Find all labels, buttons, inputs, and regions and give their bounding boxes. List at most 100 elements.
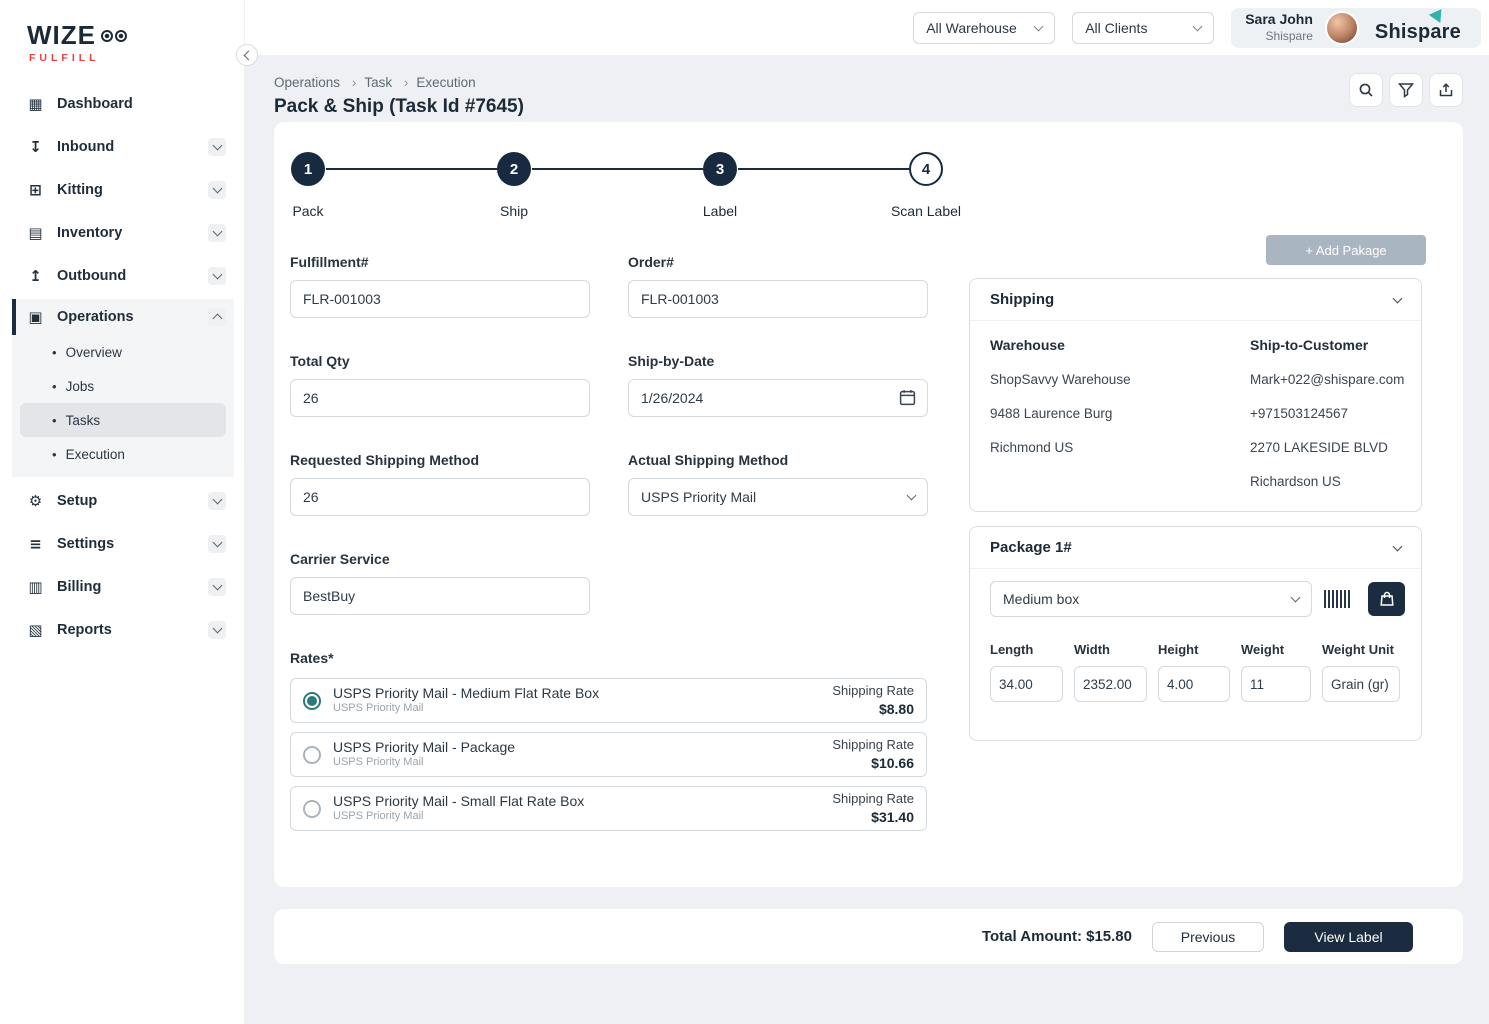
step-connector: [738, 168, 909, 170]
actual-shipping-method-select[interactable]: USPS Priority Mail: [628, 478, 928, 516]
barcode-icon[interactable]: [1324, 590, 1350, 608]
fulfillment-input[interactable]: [290, 280, 590, 318]
chevron-down-icon[interactable]: [208, 266, 226, 285]
package-panel: Package 1# Medium box Length: [969, 526, 1422, 741]
sidebar-collapse-button[interactable]: [236, 44, 258, 66]
chevron-up-icon[interactable]: [208, 308, 226, 326]
rates-list: USPS Priority Mail - Medium Flat Rate Bo…: [290, 678, 927, 831]
breadcrumb-task[interactable]: Task: [344, 75, 392, 90]
sidebar-item-tasks[interactable]: Tasks: [20, 403, 226, 437]
warehouse-filter-value: All Warehouse: [926, 19, 1017, 36]
chevron-down-icon[interactable]: [208, 491, 226, 510]
sidebar-item-execution[interactable]: Execution: [20, 437, 226, 471]
sidebar-subitem-label: Overview: [65, 344, 122, 360]
step-4-scan-label[interactable]: 4: [909, 152, 943, 186]
radio-selected-icon[interactable]: [303, 691, 321, 710]
weight-unit-input[interactable]: [1322, 666, 1400, 702]
sidebar-item-billing[interactable]: ▥ Billing: [12, 565, 234, 608]
breadcrumb-operations[interactable]: Operations: [274, 75, 341, 90]
operations-icon: ▣: [28, 308, 43, 326]
sidebar-item-overview[interactable]: Overview: [20, 335, 226, 369]
sidebar-item-setup[interactable]: ⚙ Setup: [12, 479, 234, 522]
width-input[interactable]: [1074, 666, 1147, 702]
step-3-label[interactable]: 3: [703, 152, 737, 186]
sidebar-item-settings[interactable]: ≡ Settings: [12, 522, 234, 565]
breadcrumb: Operations Task Execution: [274, 75, 1463, 90]
add-package-button[interactable]: + Add Pakage: [1266, 235, 1426, 265]
sidebar-item-label: Billing: [57, 578, 102, 595]
chevron-down-icon[interactable]: [208, 180, 226, 199]
sidebar-item-inventory[interactable]: ▤ Inventory: [12, 211, 234, 254]
rate-carrier: USPS Priority Mail: [333, 702, 424, 715]
clients-filter-dropdown[interactable]: All Clients: [1072, 11, 1215, 44]
height-input[interactable]: [1158, 666, 1230, 702]
chevron-down-icon: [1192, 21, 1203, 31]
total-qty-input[interactable]: [290, 379, 590, 417]
breadcrumb-execution: Execution: [396, 75, 476, 90]
export-button[interactable]: [1429, 73, 1463, 107]
sidebar-item-dashboard[interactable]: ▦ Dashboard: [12, 82, 234, 125]
rate-option-small-flat-rate-box[interactable]: USPS Priority Mail - Small Flat Rate Box…: [290, 786, 927, 831]
weight-unit-label: Weight Unit: [1322, 642, 1394, 657]
chevron-down-icon[interactable]: [208, 534, 226, 553]
step-2-ship[interactable]: 2: [497, 152, 531, 186]
shipping-panel-title: Shipping: [990, 291, 1055, 308]
radio-unselected-icon[interactable]: [303, 745, 321, 764]
rate-option-medium-flat-rate-box[interactable]: USPS Priority Mail - Medium Flat Rate Bo…: [290, 678, 927, 723]
weight-field-group: Weight: [1241, 642, 1311, 702]
step-1-pack[interactable]: 1: [291, 152, 325, 186]
chevron-down-icon[interactable]: [208, 137, 226, 156]
sidebar-item-outbound[interactable]: ↥ Outbound: [12, 254, 234, 297]
filter-button[interactable]: [1389, 73, 1423, 107]
sidebar-item-inbound[interactable]: ↧ Inbound: [12, 125, 234, 168]
chevron-down-icon[interactable]: [208, 223, 226, 242]
ship-by-date-label: Ship-by-Date: [628, 353, 715, 369]
step-connector: [532, 168, 703, 170]
sidebar-item-operations[interactable]: ▣ Operations: [12, 299, 234, 335]
length-field-group: Length: [990, 642, 1063, 702]
height-label: Height: [1158, 642, 1199, 657]
rate-option-package[interactable]: USPS Priority Mail - Package USPS Priori…: [290, 732, 927, 777]
avatar[interactable]: [1324, 10, 1359, 45]
package-panel-header[interactable]: Package 1#: [970, 527, 1421, 569]
rates-label: Rates*: [290, 650, 334, 666]
previous-button[interactable]: Previous: [1152, 921, 1264, 952]
warehouse-filter-dropdown[interactable]: All Warehouse: [913, 11, 1056, 44]
sidebar-item-jobs[interactable]: Jobs: [20, 369, 226, 403]
warehouse-header: Warehouse: [990, 337, 1065, 353]
chevron-down-icon[interactable]: [208, 620, 226, 639]
total-qty-field-group: Total Qty: [290, 353, 590, 417]
width-field-group: Width: [1074, 642, 1147, 702]
panel-collapse-chevron[interactable]: [1392, 541, 1403, 551]
setup-icon: ⚙: [28, 491, 43, 510]
sidebar-item-reports[interactable]: ▧ Reports: [12, 608, 234, 651]
outbound-icon: ↥: [29, 266, 42, 285]
fulfillment-label: Fulfillment#: [290, 254, 369, 270]
radio-unselected-icon[interactable]: [303, 799, 321, 818]
brand-name: WIZE: [27, 20, 96, 50]
step-connector: [326, 168, 497, 170]
page-actions: [1349, 73, 1463, 107]
length-input[interactable]: [990, 666, 1063, 702]
carrier-service-input[interactable]: [290, 577, 590, 615]
chevron-down-icon[interactable]: [208, 577, 226, 596]
weight-input[interactable]: [1241, 666, 1311, 702]
user-chip[interactable]: Sara John Shispare Shispare: [1231, 5, 1481, 48]
view-label-button[interactable]: View Label: [1284, 921, 1413, 952]
rate-caption: Shipping Rate: [832, 790, 914, 806]
user-info: Sara John Shispare: [1245, 11, 1313, 44]
bag-button[interactable]: [1368, 582, 1405, 616]
search-button[interactable]: [1349, 73, 1383, 107]
dashboard-icon: ▦: [28, 94, 43, 113]
order-input[interactable]: [628, 280, 928, 318]
requested-shipping-method-input[interactable]: [290, 478, 590, 516]
calendar-icon[interactable]: [899, 389, 916, 406]
rate-carrier: USPS Priority Mail: [333, 756, 424, 769]
owl-eyes-icon: [101, 29, 127, 42]
panel-collapse-chevron[interactable]: [1392, 293, 1403, 303]
user-company: Shispare: [1265, 28, 1313, 43]
ship-by-date-input[interactable]: [628, 379, 928, 417]
box-size-select[interactable]: Medium box: [990, 581, 1312, 617]
shipping-panel-header[interactable]: Shipping: [970, 279, 1421, 321]
sidebar-item-kitting[interactable]: ⊞ Kitting: [12, 168, 234, 211]
